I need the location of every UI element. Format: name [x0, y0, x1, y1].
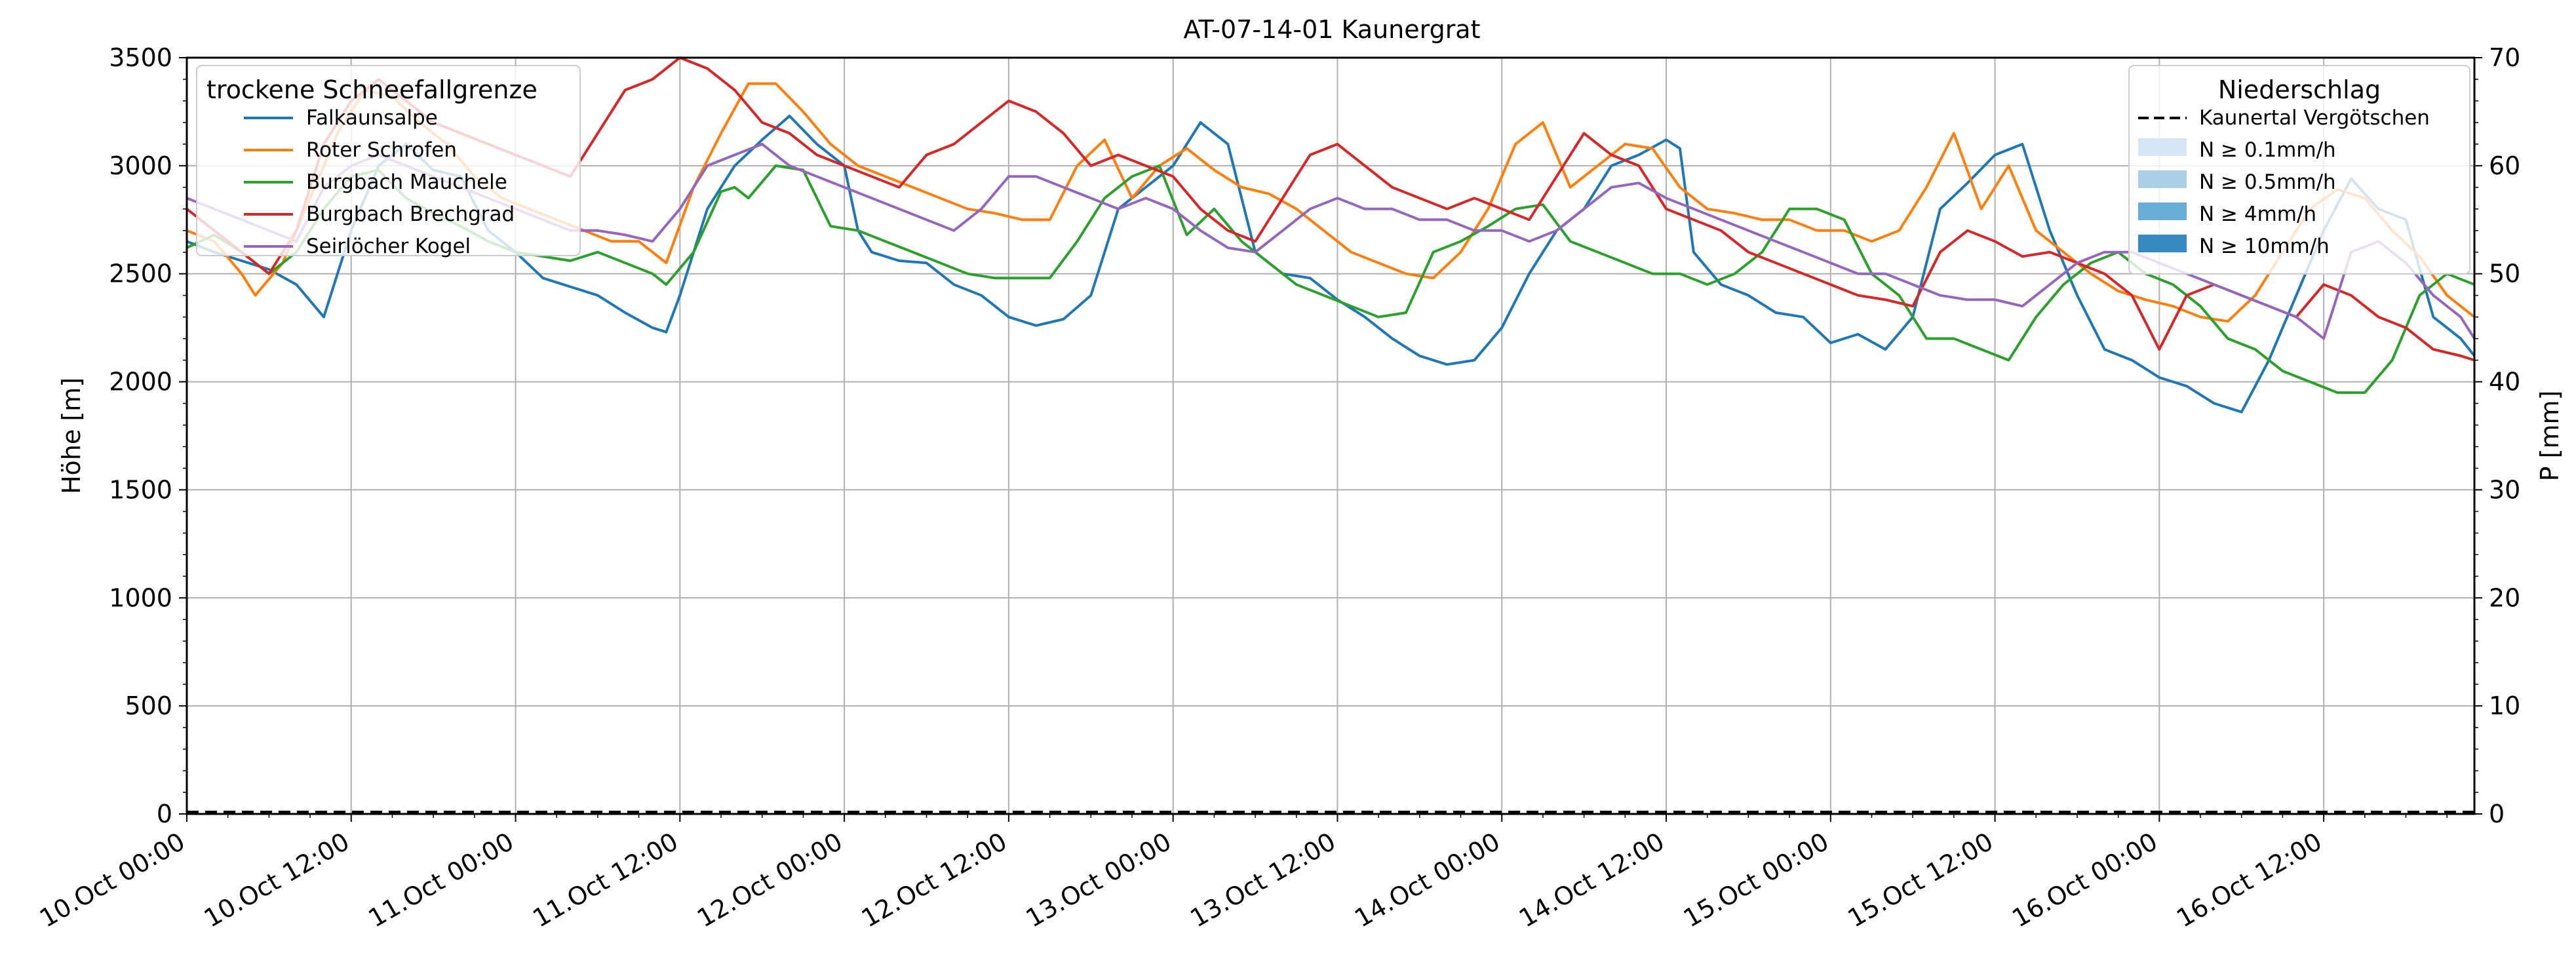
legend-patch	[2138, 235, 2187, 252]
y2-tick-label: 30	[2489, 475, 2520, 504]
legend-right-items: Kaunertal Vergötschen N ≥ 0.1mm/h N ≥ 0.5m…	[2138, 106, 2430, 258]
legend-label: Seirlöcher Kogel	[306, 235, 471, 258]
y-tick-label: 2000	[109, 368, 172, 396]
legend-patch	[2138, 138, 2187, 156]
y-tick-label: 1000	[109, 583, 172, 612]
legend-label: Falkaunsalpe	[306, 106, 438, 130]
y-tick-label: 3000	[109, 151, 172, 180]
legend-label: N ≥ 0.1mm/h	[2199, 138, 2336, 162]
y2-tick-label: 60	[2489, 151, 2520, 180]
legend-label: N ≥ 4mm/h	[2199, 203, 2316, 226]
y-tick-label: 500	[125, 691, 172, 720]
y2-tick-label: 70	[2489, 43, 2520, 72]
legend-right: Niederschlag Kaunertal Vergötschen N ≥ 0.…	[2128, 65, 2470, 275]
chart-title: AT-07-14-01 Kaunergrat	[1183, 15, 1480, 44]
legend-label: N ≥ 0.5mm/h	[2199, 170, 2336, 194]
legend-left-items: Falkaunsalpe Roter Schrofen Burgbach Mauch…	[244, 106, 515, 258]
y2-tick-label: 0	[2489, 800, 2505, 828]
legend-left-title: trockene Schneefallgrenze	[206, 75, 537, 104]
y2-axis-ticks: 0 10 20 30 40 50 60 70	[2474, 43, 2520, 828]
y-tick-label: 0	[157, 800, 172, 828]
legend-label: Burgbach Brechgrad	[306, 203, 515, 226]
legend-label: Burgbach Mauchele	[306, 170, 507, 194]
series-line-falkaunsalpe	[186, 115, 2476, 414]
y-tick-label: 2500	[109, 260, 172, 288]
plot-frame	[185, 56, 2476, 815]
y2-tick-label: 20	[2489, 583, 2520, 612]
legend-right-title: Niederschlag	[2218, 75, 2381, 104]
legend-label: Kaunertal Vergötschen	[2199, 106, 2430, 130]
legend-right-box	[2128, 65, 2470, 275]
y-axis-label: Höhe [m]	[57, 377, 86, 494]
legend-patch	[2138, 203, 2187, 220]
y2-tick-label: 10	[2489, 691, 2520, 720]
legend-left-box	[196, 65, 581, 256]
y2-tick-label: 50	[2489, 260, 2520, 288]
legend-label: Roter Schrofen	[306, 138, 457, 162]
y-tick-label: 1500	[109, 475, 172, 504]
y-tick-label: 3500	[109, 43, 172, 72]
y-axis-ticks: 0 500 1000 1500 2000 2500 3000 3500	[109, 43, 187, 828]
y2-axis-label: P [mm]	[2535, 391, 2564, 482]
legend-left: trockene Schneefallgrenze Falkaunsalpe Ro…	[196, 65, 581, 258]
legend-patch	[2138, 170, 2187, 188]
legend-label: N ≥ 10mm/h	[2199, 235, 2330, 258]
y2-tick-label: 40	[2489, 368, 2520, 396]
